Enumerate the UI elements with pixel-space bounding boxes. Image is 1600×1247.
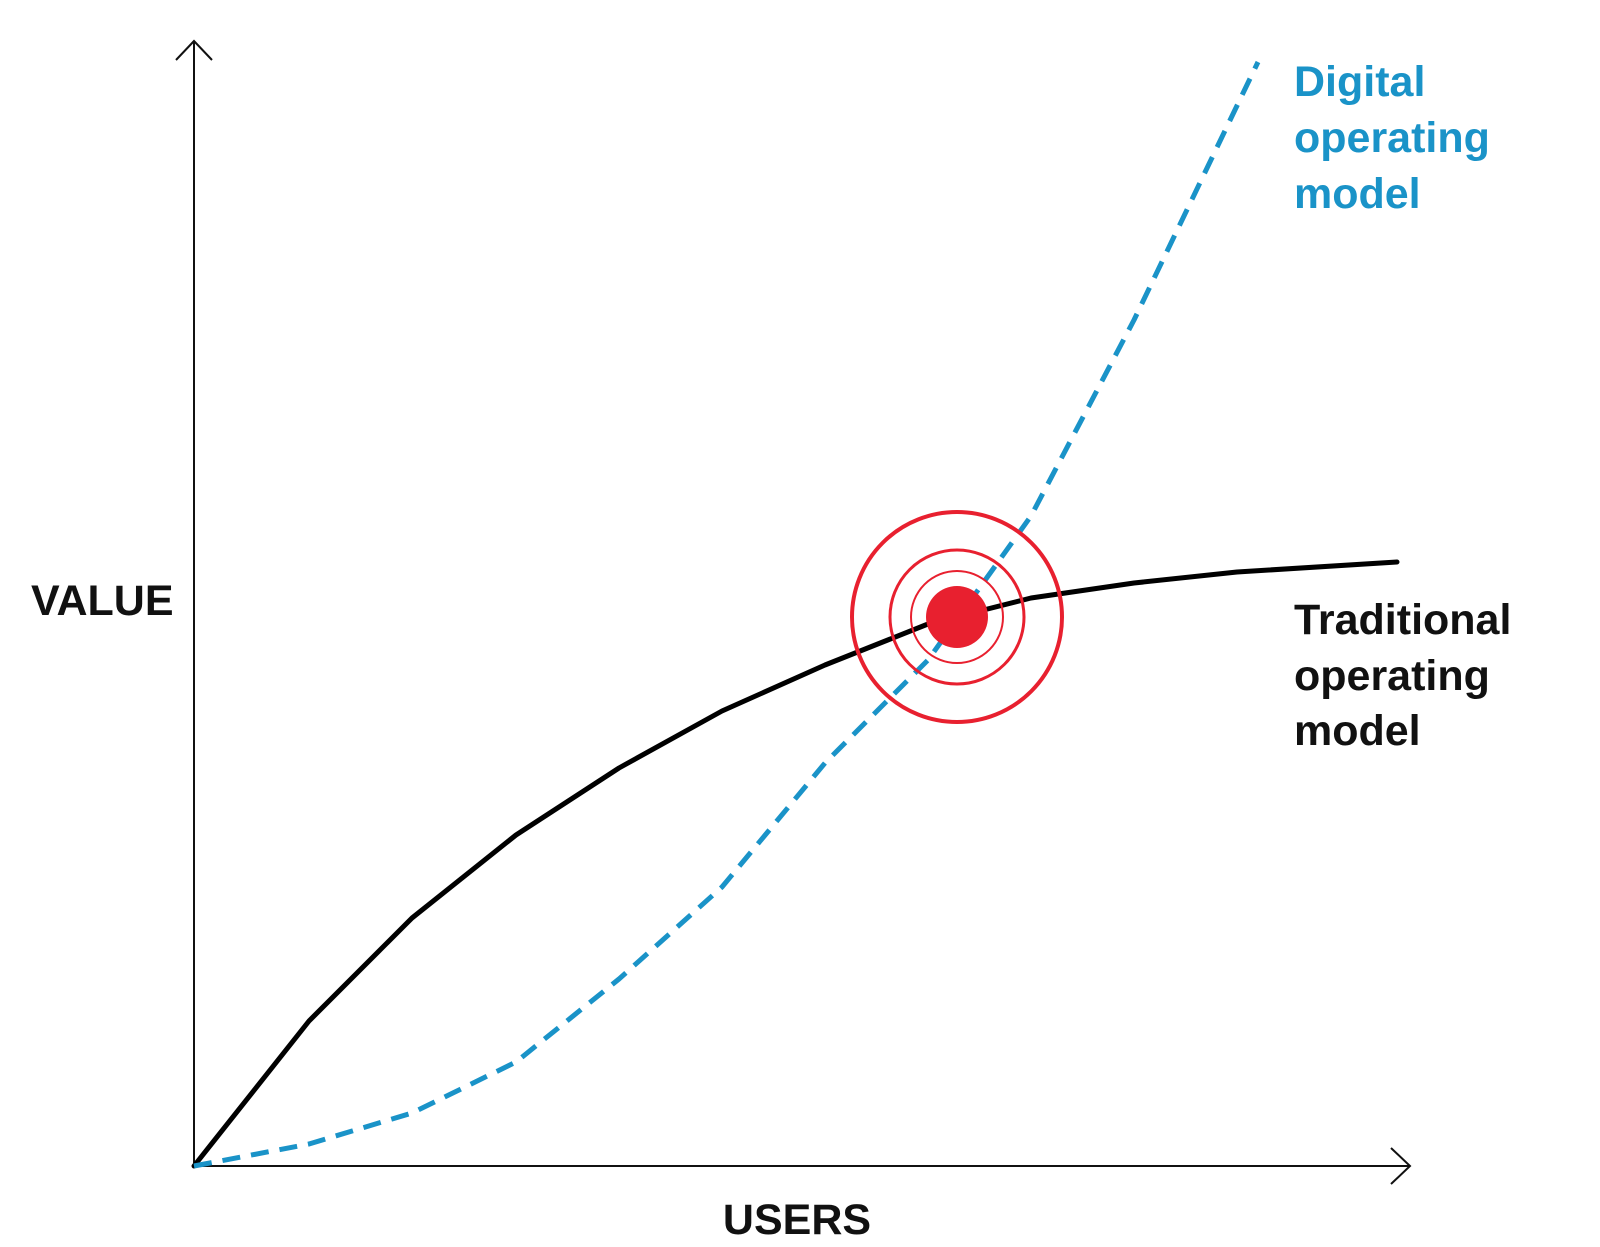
x-axis-label: USERS	[723, 1196, 871, 1242]
traditional-label: model	[1294, 707, 1421, 755]
digital-label: Digital	[1294, 58, 1425, 106]
x-axis-arrow	[1390, 1147, 1412, 1185]
traditional-label: Traditional	[1294, 596, 1511, 644]
target-ring	[850, 510, 1064, 724]
digital-curve	[193, 60, 1261, 1169]
target-ring	[910, 570, 1004, 664]
digital-label: model	[1294, 170, 1421, 218]
target-center	[926, 586, 988, 648]
traditional-label: operating	[1294, 652, 1490, 700]
digital-label: operating	[1294, 114, 1490, 162]
y-axis-label: VALUE	[31, 577, 174, 625]
traditional-curve	[191, 559, 1400, 1169]
y-axis-arrow	[175, 39, 213, 61]
target-ring	[888, 548, 1026, 686]
